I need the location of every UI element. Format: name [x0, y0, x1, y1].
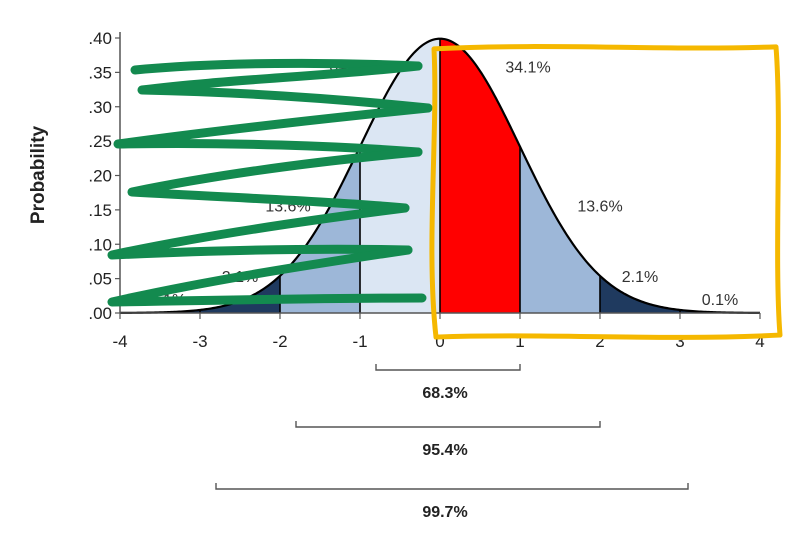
x-tick-label: -2 — [272, 332, 287, 351]
band-4 — [440, 38, 520, 313]
bell-curve-line — [119, 37, 761, 315]
x-tick-label: -4 — [112, 332, 127, 351]
y-tick-label: .35 — [88, 63, 112, 82]
x-tick-label: 3 — [675, 332, 684, 351]
scribble-stroke-1 — [137, 61, 433, 113]
band-percent-label: 2.1% — [622, 269, 658, 286]
x-tick-label: 1 — [515, 332, 524, 351]
yellow-highlight-box — [429, 44, 783, 340]
range-label: 95.4% — [422, 442, 467, 459]
y-tick-label: .15 — [88, 201, 112, 220]
scribble-stroke-5 — [107, 245, 427, 307]
range-label: 68.3% — [422, 385, 467, 402]
range-bracket — [375, 364, 521, 371]
band-6 — [600, 275, 680, 313]
y-axis-label: Probability — [28, 125, 49, 224]
range-brackets: 68.3% 95.4% 99.7% — [215, 364, 689, 521]
range-label: 99.7% — [422, 504, 467, 521]
scribble-stroke-0 — [130, 58, 423, 75]
y-tick-label: .20 — [88, 167, 112, 186]
range-bracket — [215, 483, 689, 490]
y-tick-label: .30 — [88, 98, 112, 117]
band-percent-label: 34.1% — [505, 59, 550, 76]
band-dividers — [199, 38, 681, 313]
y-tick-label: .10 — [88, 235, 112, 254]
y-tick-label: .00 — [88, 304, 112, 323]
tick-labels: .00 .05 .10 .15 .20 .25 .30 .35 .40 -4 -3 -2 -1 0 1 2 3 4 — [88, 29, 764, 351]
y-tick-label: .05 — [88, 270, 112, 289]
y-tick-label: .40 — [88, 29, 112, 48]
x-tick-label: 4 — [755, 332, 764, 351]
scribble-stroke-4 — [107, 203, 413, 260]
green-scribble-annotation — [107, 58, 433, 307]
x-tick-label: 0 — [435, 332, 444, 351]
y-tick-label: .25 — [88, 132, 112, 151]
x-tick-label: -3 — [192, 332, 207, 351]
scribble-stroke-2 — [113, 103, 433, 157]
range-bracket — [295, 421, 601, 428]
band-percent-label: 0.1% — [702, 292, 738, 309]
scribble-stroke-3 — [127, 147, 423, 213]
band-3 — [360, 38, 440, 313]
band-percent-label: 13.6% — [577, 198, 622, 215]
x-tick-label: 2 — [595, 332, 604, 351]
x-tick-label: -1 — [352, 332, 367, 351]
